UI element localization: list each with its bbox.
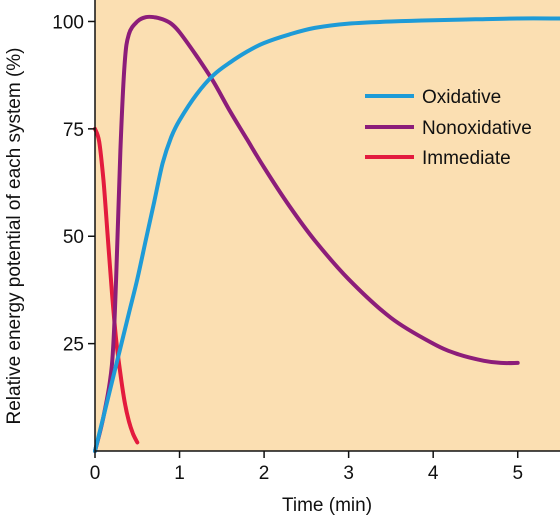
series-line-nonoxidative	[93, 14, 520, 453]
series-line-immediate	[93, 126, 140, 445]
x-axis-ticks: 0 1 2 3 4 5	[90, 451, 523, 484]
y-tick-label: 25	[63, 335, 84, 356]
x-tick-label: 4	[428, 463, 439, 484]
x-tick-label: 1	[174, 463, 185, 484]
legend-label-oxidative: Oxidative	[422, 87, 501, 108]
legend-label-immediate: Immediate	[422, 148, 511, 169]
legend: Oxidative Nonoxidative Immediate	[365, 87, 532, 169]
series-layer	[93, 14, 560, 453]
x-tick-label: 3	[343, 463, 354, 484]
plot-background	[95, 0, 560, 451]
y-tick-label: 75	[63, 120, 84, 141]
y-tick-label: 50	[63, 227, 84, 248]
y-axis-label: Relative energy potential of each system…	[4, 47, 25, 424]
legend-label-nonoxidative: Nonoxidative	[422, 118, 532, 139]
x-tick-label: 2	[259, 463, 270, 484]
y-tick-label: 100	[52, 12, 84, 33]
x-tick-label: 0	[90, 463, 101, 484]
x-tick-label: 5	[512, 463, 523, 484]
y-axis-ticks: 25 50 75 100	[52, 12, 95, 356]
x-axis-label: Time (min)	[282, 495, 372, 516]
series-line-oxidative	[93, 16, 560, 453]
